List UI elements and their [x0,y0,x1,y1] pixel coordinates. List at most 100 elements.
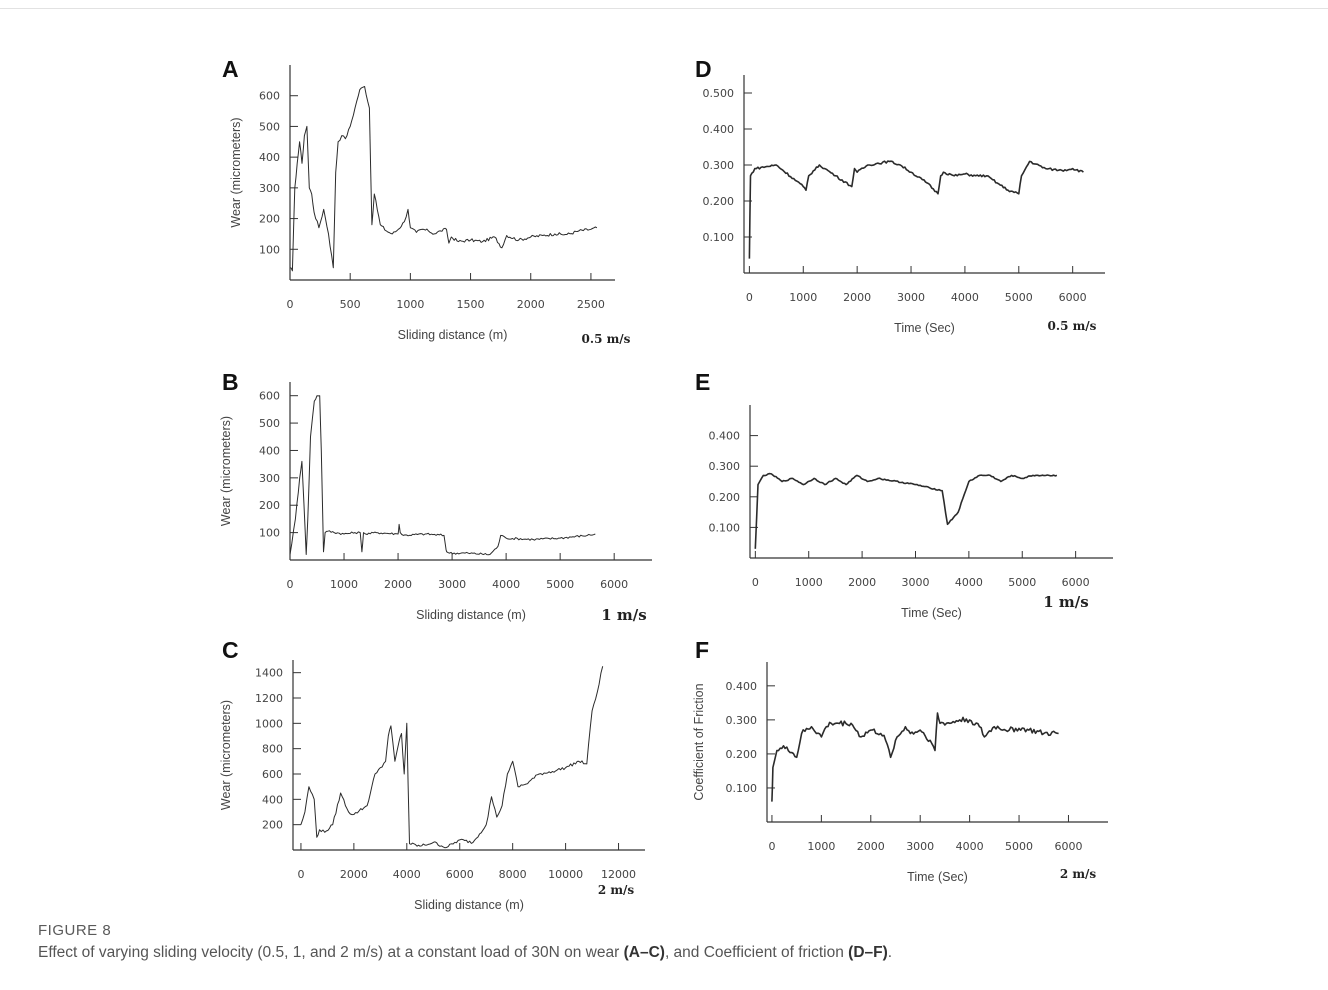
x-tick-label: 0 [752,576,759,589]
x-tick-label: 1000 [789,291,817,304]
x-tick-label: 6000 [1059,291,1087,304]
x-tick-label: 4000 [492,578,520,591]
caption-ref-wear: (A–C) [623,944,665,961]
y-tick-label: 200 [259,499,280,512]
x-tick-label: 4000 [393,868,421,881]
x-tick-label: 6000 [446,868,474,881]
y-tick-label: 0.100 [709,521,741,534]
panel-label-D: D [695,56,712,82]
caption-text-part: Effect of varying sliding velocity (0.5,… [38,944,624,961]
x-tick-label: 1000 [807,840,835,853]
caption-label: FIGURE 8 [38,922,112,939]
x-tick-label: 10000 [548,868,583,881]
x-tick-label: 1000 [795,576,823,589]
x-axis-label: Time (Sec) [894,321,955,335]
y-tick-label: 0.400 [709,430,741,443]
panel-label-F: F [695,637,709,663]
x-tick-label: 1000 [396,298,424,311]
caption-ref-friction: (D–F) [848,944,888,961]
x-axis-label: Sliding distance (m) [398,328,508,342]
series-line-B [289,395,596,556]
caption-text-part: , and Coefficient of friction [664,944,849,961]
y-tick-label: 600 [259,390,280,403]
caption-text-part: . [887,944,893,961]
x-tick-label: 6000 [1062,576,1090,589]
x-axis-label: Sliding distance (m) [414,898,524,912]
y-tick-label: 500 [259,120,280,133]
x-tick-label: 6000 [1054,840,1082,853]
series-line-D [748,160,1084,259]
speed-label: 2 m/s [1060,867,1097,881]
y-tick-label: 100 [259,527,280,540]
series-line-F [771,712,1059,802]
x-tick-label: 2000 [843,291,871,304]
x-tick-label: 4000 [955,576,983,589]
caption-text: Effect of varying sliding velocity (0.5,… [38,944,1308,962]
x-tick-label: 5000 [1005,840,1033,853]
x-tick-label: 0 [287,578,294,591]
speed-label: 0.5 m/s [1048,319,1097,333]
x-tick-label: 5000 [1005,291,1033,304]
y-tick-label: 300 [259,182,280,195]
x-tick-label: 3000 [906,840,934,853]
y-tick-label: 0.100 [703,231,735,244]
y-tick-label: 0.300 [709,460,741,473]
x-tick-label: 8000 [499,868,527,881]
x-tick-label: 5000 [1008,576,1036,589]
y-tick-label: 0.300 [703,159,735,172]
x-tick-label: 0 [768,840,775,853]
y-tick-label: 1200 [255,692,283,705]
y-axis-label: Wear (micrometers) [219,700,233,810]
panel-label-B: B [222,369,239,395]
y-tick-label: 400 [259,151,280,164]
x-axis-label: Time (Sec) [907,870,968,884]
y-tick-label: 0.300 [726,714,758,727]
x-tick-label: 0 [297,868,304,881]
y-tick-label: 0.500 [703,87,735,100]
x-tick-label: 2000 [857,840,885,853]
y-tick-label: 500 [259,417,280,430]
x-tick-label: 3000 [901,576,929,589]
x-tick-label: 4000 [951,291,979,304]
y-axis-label: Wear (micrometers) [229,117,243,227]
x-tick-label: 2500 [577,298,605,311]
y-tick-label: 0.200 [726,748,758,761]
panel-label-C: C [222,637,239,663]
x-tick-label: 5000 [546,578,574,591]
y-tick-label: 0.400 [726,680,758,693]
x-tick-label: 0 [746,291,753,304]
x-tick-label: 1000 [330,578,358,591]
x-tick-label: 12000 [601,868,636,881]
y-tick-label: 1000 [255,717,283,730]
y-tick-label: 100 [259,243,280,256]
panel-label-A: A [222,56,239,82]
y-axis-label: Wear (micrometers) [219,416,233,526]
y-tick-label: 300 [259,472,280,485]
y-tick-label: 0.400 [703,123,735,136]
speed-label: 0.5 m/s [582,332,631,346]
y-axis-label: Coefficient of Friction [692,683,706,800]
y-tick-label: 0.200 [703,195,735,208]
top-divider [0,8,1328,9]
x-tick-label: 3000 [897,291,925,304]
y-tick-label: 600 [262,768,283,781]
x-tick-label: 500 [340,298,361,311]
x-tick-label: 6000 [600,578,628,591]
y-tick-label: 600 [259,90,280,103]
figure-caption: FIGURE 8 Effect of varying sliding veloc… [38,922,1308,962]
speed-label: 1 m/s [1043,593,1088,611]
y-tick-label: 1400 [255,667,283,680]
x-tick-label: 2000 [848,576,876,589]
x-tick-label: 4000 [956,840,984,853]
y-tick-label: 400 [262,793,283,806]
y-tick-label: 200 [262,819,283,832]
x-tick-label: 2000 [340,868,368,881]
speed-label: 2 m/s [598,883,635,897]
series-line-C [300,666,604,849]
x-tick-label: 3000 [438,578,466,591]
y-tick-label: 400 [259,444,280,457]
series-line-E [754,472,1058,549]
x-axis-label: Time (Sec) [901,606,962,620]
y-tick-label: 0.200 [709,491,741,504]
